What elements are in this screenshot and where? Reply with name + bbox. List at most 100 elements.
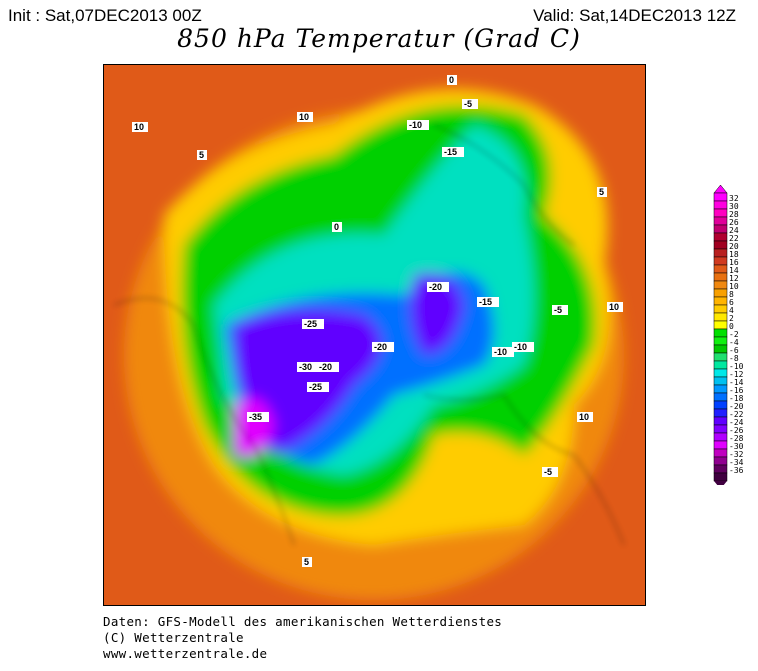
- legend-label: 32: [729, 194, 739, 203]
- legend-label: 8: [729, 290, 734, 299]
- legend-swatch: [713, 296, 728, 306]
- legend-swatch: [713, 304, 728, 314]
- contour-label-bg: [492, 347, 514, 357]
- contour-label: 0: [334, 222, 339, 232]
- legend-label: 16: [729, 258, 739, 267]
- contour-label: -5: [464, 99, 472, 109]
- legend-swatch: [713, 440, 728, 450]
- footer-source: Daten: GFS-Modell des amerikanischen Wet…: [103, 614, 503, 629]
- contour-label: -10: [409, 120, 422, 130]
- contour-label: -25: [309, 382, 322, 392]
- contour-label: 5: [599, 187, 604, 197]
- legend-label: 26: [729, 218, 739, 227]
- legend-label: -12: [729, 370, 744, 379]
- legend-swatch: [713, 200, 728, 210]
- contour-label: 5: [304, 557, 309, 567]
- legend-swatch: [713, 336, 728, 346]
- legend-label: 22: [729, 234, 739, 243]
- contour-label-bg: [307, 382, 329, 392]
- legend-swatch: [713, 400, 728, 410]
- init-time: Init : Sat,07DEC2013 00Z: [8, 6, 202, 25]
- legend-label: -30: [729, 442, 744, 451]
- legend-swatch: [713, 456, 728, 466]
- legend-label: -16: [729, 386, 744, 395]
- legend-swatch: [713, 352, 728, 362]
- legend-label: -10: [729, 362, 744, 371]
- contour-label-bg: [297, 362, 319, 372]
- legend-label: -22: [729, 410, 744, 419]
- legend-swatch: [713, 368, 728, 378]
- legend-label: 4: [729, 306, 734, 315]
- legend-label: -28: [729, 434, 744, 443]
- legend-swatch: [713, 312, 728, 322]
- legend-swatch: [713, 392, 728, 402]
- legend-swatch: [713, 320, 728, 330]
- legend-swatch: [713, 384, 728, 394]
- contour-labels: 10 10 5 0 -5 -10 -15 -20 -25 -30 -35 -20 -15 -10 -5 0 5 1…: [132, 75, 623, 567]
- contour-label-bg: [597, 187, 607, 197]
- valid-time: Valid: Sat,14DEC2013 12Z: [533, 6, 736, 25]
- legend-label: -34: [729, 458, 744, 467]
- legend-label: -8: [729, 354, 739, 363]
- contour-label-bg: [607, 302, 623, 312]
- contour-label: -20: [319, 362, 332, 372]
- legend-label: -6: [729, 346, 739, 355]
- contour-label: -20: [374, 342, 387, 352]
- contour-label-bg: [512, 342, 534, 352]
- legend-label: 28: [729, 210, 739, 219]
- contour-label: -25: [304, 319, 317, 329]
- contour-label-bg: [542, 467, 558, 477]
- contour-label-bg: [372, 342, 394, 352]
- legend-swatch: [713, 192, 728, 202]
- legend-label: 10: [729, 282, 739, 291]
- contour-label: 10: [609, 302, 619, 312]
- legend-label: 18: [729, 250, 739, 259]
- contour-label-bg: [332, 222, 342, 232]
- color-legend: 32 30 28 26 24 22 20 18 16 14 12 10 8 6 4 2 0 -2 -4 -6 -8 -10…: [712, 184, 758, 489]
- contour-label: -15: [444, 147, 457, 157]
- legend-swatch: [713, 424, 728, 434]
- legend-label: 2: [729, 314, 734, 323]
- legend-label: 30: [729, 202, 739, 211]
- legend-swatch: [713, 472, 728, 482]
- contour-label: -20: [429, 282, 442, 292]
- contour-label-bg: [317, 362, 339, 372]
- contour-label: 10: [579, 412, 589, 422]
- contour-label-bg: [302, 319, 324, 329]
- contour-label: -10: [514, 342, 527, 352]
- contour-label-bg: [552, 305, 568, 315]
- contour-label-bg: [302, 557, 312, 567]
- contour-label: -15: [479, 297, 492, 307]
- legend-swatch: [713, 360, 728, 370]
- contour-label: 10: [134, 122, 144, 132]
- legend-label: -14: [729, 378, 744, 387]
- footer-copyright: (C) Wetterzentrale: [103, 630, 244, 645]
- legend-swatch: [713, 464, 728, 474]
- legend-label: 12: [729, 274, 739, 283]
- contour-label-bg: [477, 297, 499, 307]
- contour-label-bg: [442, 147, 464, 157]
- legend-label: 14: [729, 266, 739, 275]
- contour-label: -30: [299, 362, 312, 372]
- temperature-map: 10 10 5 0 -5 -10 -15 -20 -25 -30 -35 -20 -15 -10 -5 0 5 1…: [103, 64, 646, 606]
- contour-label: 0: [449, 75, 454, 85]
- legend-label: -2: [729, 330, 739, 339]
- legend-swatch: [713, 408, 728, 418]
- coastlines: [113, 124, 625, 546]
- legend-swatch: [713, 232, 728, 242]
- legend-label: -18: [729, 394, 744, 403]
- map-title: 850 hPa Temperatur (Grad C): [177, 24, 581, 53]
- legend-swatch: [713, 280, 728, 290]
- contour-label: -5: [544, 467, 552, 477]
- contour-label-bg: [577, 412, 593, 422]
- contour-label-bg: [197, 150, 207, 160]
- legend-label: 20: [729, 242, 739, 251]
- contour-label-bg: [462, 99, 478, 109]
- contour-label: 5: [199, 150, 204, 160]
- legend-swatch: [713, 224, 728, 234]
- legend-top-arrow: [713, 184, 728, 194]
- legend-label: 0: [729, 322, 734, 331]
- legend-swatch: [713, 248, 728, 258]
- legend-label: -26: [729, 426, 744, 435]
- footer-website[interactable]: www.wetterzentrale.de: [103, 646, 268, 661]
